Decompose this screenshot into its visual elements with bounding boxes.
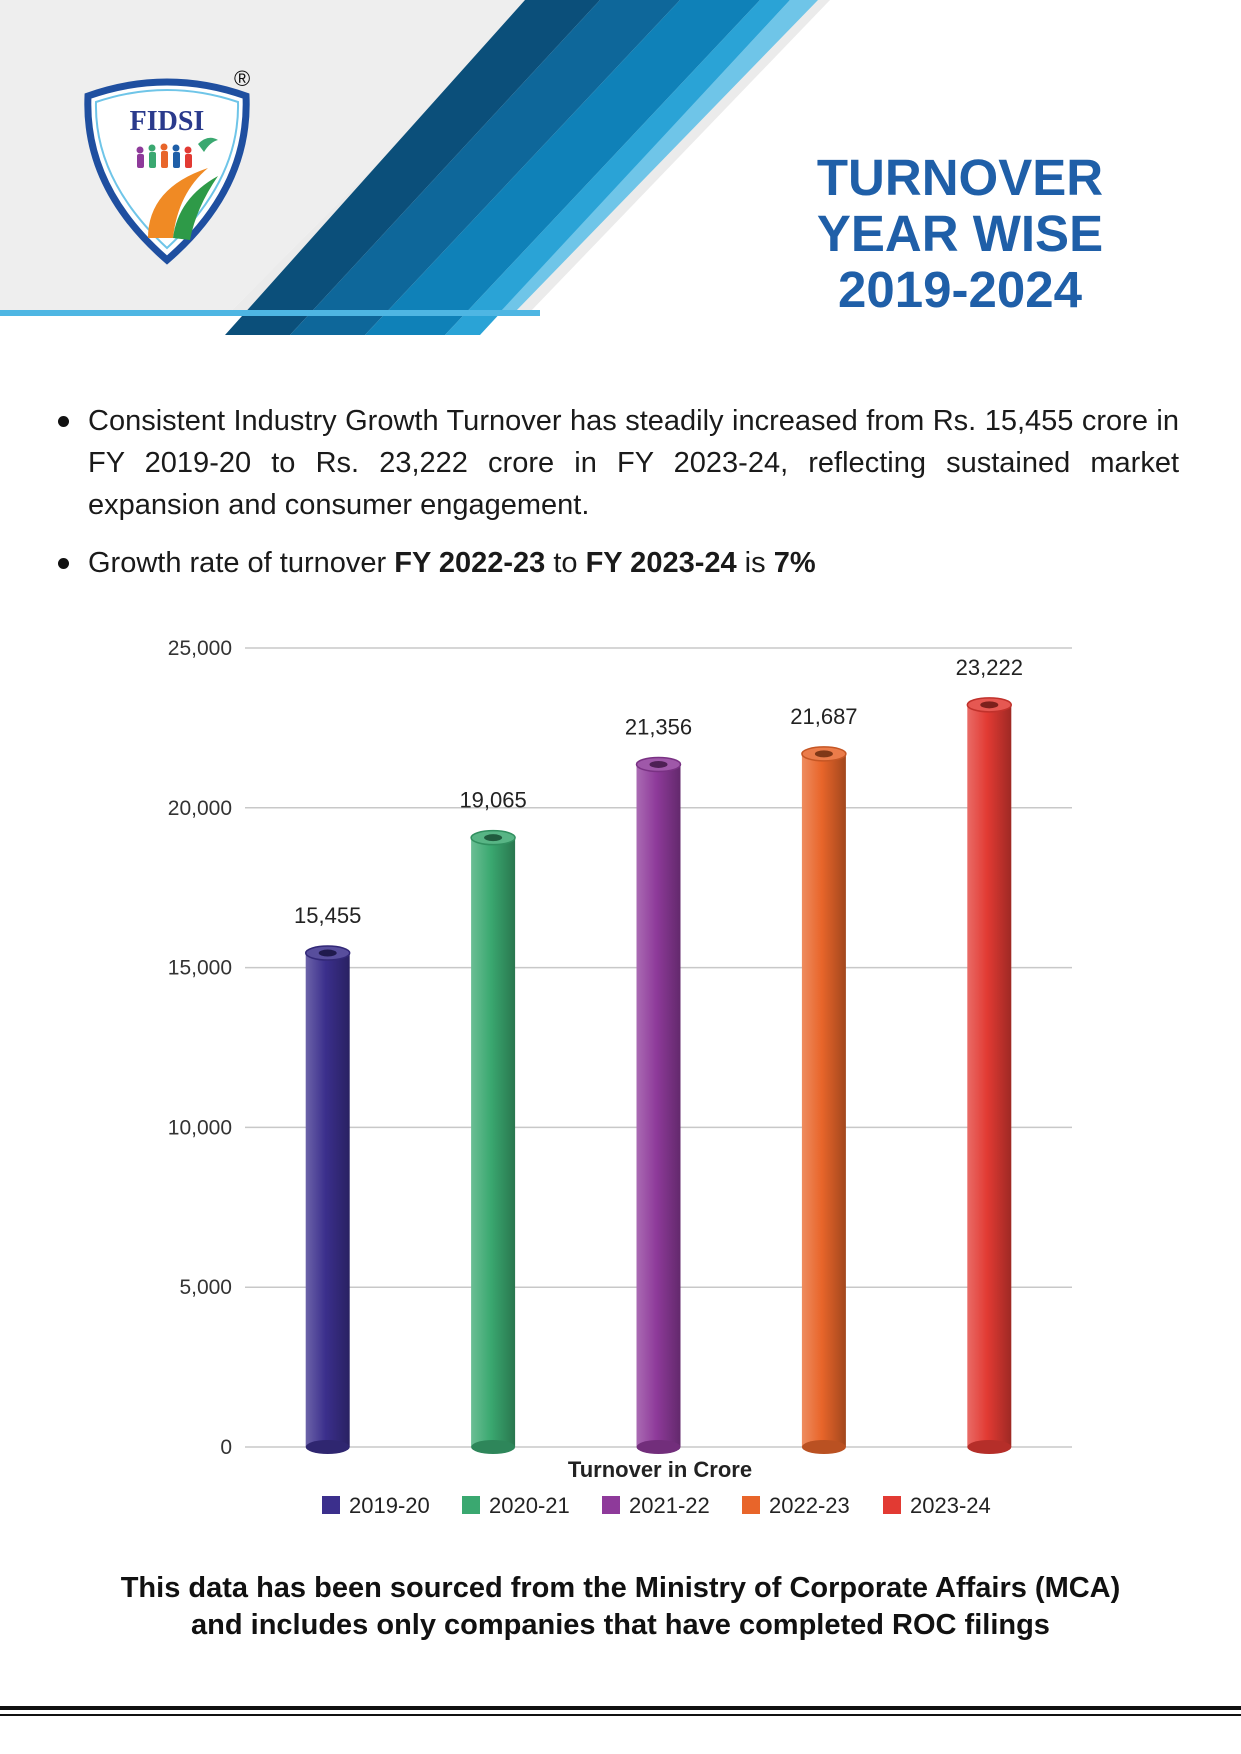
bullet-growth-summary: Consistent Industry Growth Turnover has … (55, 400, 1179, 526)
legend-swatch (602, 1496, 620, 1514)
bar-2021-22 (636, 764, 681, 1447)
chart-y-axis: 0 5,000 10,000 15,000 20,000 25,000 (168, 637, 232, 1459)
legend-label: 2023-24 (910, 1493, 991, 1518)
legend-label: 2021-22 (629, 1493, 710, 1518)
bar-base (636, 1440, 681, 1454)
turnover-bar-chart: 0 5,000 10,000 15,000 20,000 25,000 15,455 19,… (168, 637, 1072, 1518)
bar-base (801, 1440, 846, 1454)
logo-text: FIDSI (130, 106, 205, 137)
swoosh-orange (148, 168, 208, 238)
chart-value-labels: 15,455 19,065 21,356 21,687 23,222 (294, 655, 1023, 928)
swoosh-green (173, 176, 218, 240)
bar-top-hole (484, 834, 503, 842)
bar-2022-23 (801, 753, 846, 1447)
summary-bullets: Consistent Industry Growth Turnover has … (55, 400, 1179, 584)
bar-base (471, 1440, 516, 1454)
fidsi-logo: FIDSI ® (84, 68, 250, 265)
title-line-3: 2019-2024 (838, 261, 1082, 318)
legend-swatch (322, 1496, 340, 1514)
legend-label: 2022-23 (769, 1493, 850, 1518)
bar-2023-24 (967, 704, 1012, 1447)
y-tick-label: 5,000 (179, 1276, 232, 1299)
y-tick-label: 10,000 (168, 1116, 232, 1139)
legend-item-2022-23: 2022-23 (742, 1493, 850, 1518)
value-label: 21,687 (790, 704, 857, 729)
growth-to-year: FY 2023-24 (585, 547, 737, 579)
legend-swatch (883, 1496, 901, 1514)
legend-swatch (462, 1496, 480, 1514)
palm-icon (198, 137, 218, 152)
people-icon (136, 143, 192, 168)
value-label: 23,222 (956, 655, 1023, 680)
y-tick-label: 20,000 (168, 797, 232, 820)
bar-top-hole (814, 750, 833, 758)
legend-item-2023-24: 2023-24 (883, 1493, 991, 1518)
bar-top-hole (318, 949, 337, 957)
value-label: 19,065 (459, 788, 526, 813)
bar-2020-21 (471, 837, 516, 1447)
title-line-2: YEAR WISE (816, 205, 1104, 262)
bar-top-hole (980, 701, 999, 709)
growth-rate-is: is (736, 547, 774, 579)
footer-rule-thin (0, 1714, 1241, 1716)
y-tick-label: 15,000 (168, 957, 232, 980)
header-banner (0, 0, 1241, 335)
bar-2019-20 (305, 953, 350, 1447)
page-title: TURNOVER YEAR WISE 2019-2024 (760, 150, 1160, 318)
bullet-growth-rate: Growth rate of turnover FY 2022-23 to FY… (55, 542, 1179, 584)
y-tick-label: 25,000 (168, 637, 232, 660)
chart-legend: 2019-20 2020-21 2021-22 2022-23 2023-24 (322, 1493, 991, 1518)
legend-item-2019-20: 2019-20 (322, 1493, 430, 1518)
legend-swatch (742, 1496, 760, 1514)
footer-rule (0, 1706, 1241, 1710)
source-note-line-1: This data has been sourced from the Mini… (120, 1572, 1121, 1604)
value-label: 15,455 (294, 903, 361, 928)
legend-item-2021-22: 2021-22 (602, 1493, 710, 1518)
chart-bars (304, 697, 1013, 1454)
data-source-note: This data has been sourced from the Mini… (40, 1570, 1201, 1644)
chart-x-axis-label: Turnover in Crore (568, 1457, 752, 1482)
growth-rate-prefix: Growth rate of turnover (88, 547, 395, 579)
bar-base (305, 1440, 350, 1454)
legend-label: 2020-21 (489, 1493, 570, 1518)
legend-label: 2019-20 (349, 1493, 430, 1518)
growth-rate-value: 7% (773, 547, 816, 579)
growth-rate-mid: to (545, 547, 586, 579)
bar-top-hole (649, 760, 668, 768)
value-label: 21,356 (625, 714, 692, 739)
y-tick-label: 0 (220, 1436, 232, 1459)
title-line-1: TURNOVER (816, 149, 1104, 206)
legend-item-2020-21: 2020-21 (462, 1493, 570, 1518)
registered-mark: ® (234, 68, 250, 91)
source-note-line-2: and includes only companies that have co… (191, 1609, 1050, 1641)
bar-base (967, 1440, 1012, 1454)
growth-from-year: FY 2022-23 (394, 547, 546, 579)
